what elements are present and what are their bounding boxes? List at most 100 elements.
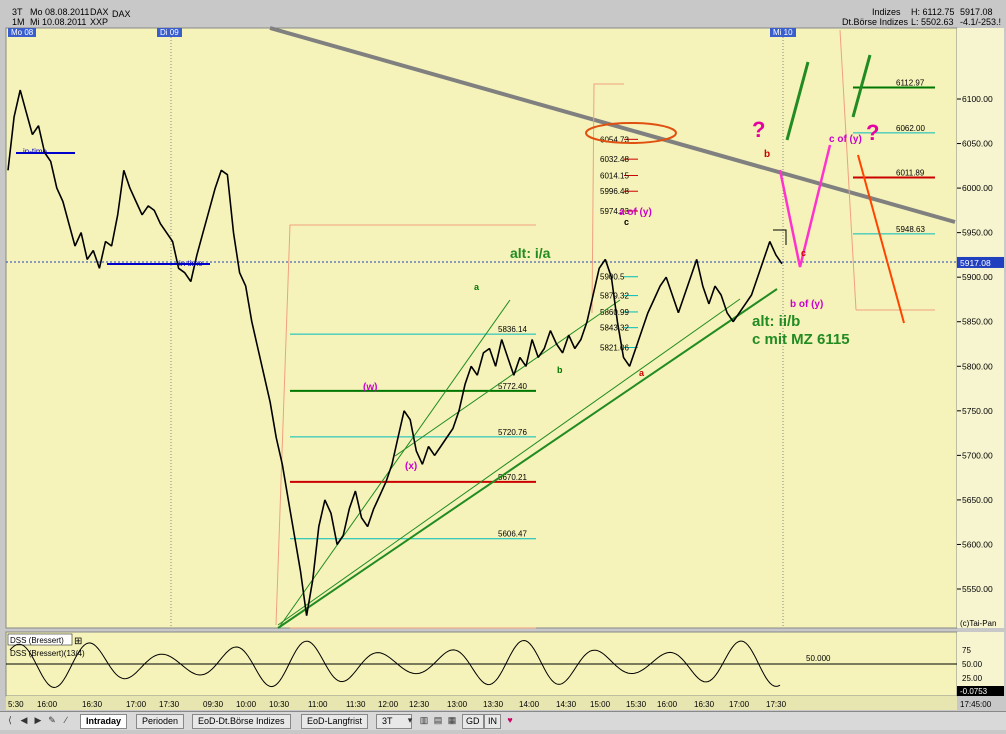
price-tick-label: 5800.00 xyxy=(962,361,993,371)
fib-label: 5974.23 xyxy=(600,207,629,216)
wave-label: c of (y) xyxy=(829,134,862,145)
projection-green-2 xyxy=(851,54,872,118)
time-tick-label: 17:30 xyxy=(159,700,180,709)
time-tick-label: 17:00 xyxy=(126,700,147,709)
time-tick-label: 5:30 xyxy=(8,700,24,709)
price-tick-label: 5850.00 xyxy=(962,317,993,327)
level-label: 5772.40 xyxy=(498,382,527,391)
indicator-axis-background xyxy=(957,632,1004,696)
fib-label: 5821.06 xyxy=(600,344,629,353)
index-group: Indizes xyxy=(872,7,901,17)
wave-label: (x) xyxy=(405,461,417,472)
day-tag-di: Di 09 xyxy=(157,28,182,37)
fib-tool-icon[interactable]: ∕ xyxy=(65,715,67,725)
price-series-line xyxy=(7,89,783,616)
wave-label: b of (y) xyxy=(790,299,823,310)
high-value: H: 6112.75 xyxy=(911,7,955,17)
credit-label: (c)Tai-Pan xyxy=(960,619,996,628)
tab-perioden[interactable]: Perioden xyxy=(136,714,185,729)
nav-first-icon[interactable]: ⟨ xyxy=(8,715,12,725)
price-tick-label: 5900.00 xyxy=(962,272,993,282)
projection-green-1 xyxy=(785,61,810,141)
time-tick-label: 14:30 xyxy=(556,700,577,709)
in-button[interactable]: IN xyxy=(484,714,501,729)
time-tick-label: 12:00 xyxy=(378,700,399,709)
wave-label: c xyxy=(801,248,806,258)
date-to: Mi 10.08.2011 xyxy=(30,17,87,27)
current-price-tag xyxy=(957,256,1004,268)
wave-label: c xyxy=(624,217,629,227)
time-tick-label: 12:30 xyxy=(409,700,430,709)
tab-intraday[interactable]: Intraday xyxy=(80,714,128,729)
projection-orange xyxy=(857,154,905,324)
time-tick-label: 16:00 xyxy=(657,700,678,709)
drawing-tool-icon[interactable]: ✎ xyxy=(48,715,56,725)
instrument-name: DAX xyxy=(112,9,131,19)
indicator-axis-label: 25.00 xyxy=(962,674,983,683)
projection-magenta xyxy=(778,144,832,268)
fib-frame-far xyxy=(839,29,857,311)
time-tick-label: 16:30 xyxy=(82,700,103,709)
price-tick-label: 5750.00 xyxy=(962,406,993,416)
chevron-down-icon[interactable]: ▾ xyxy=(407,715,413,725)
time-tick-label: 09:30 xyxy=(203,700,224,709)
plot-background xyxy=(5,27,958,629)
scroll-left-icon[interactable]: ◀ xyxy=(20,715,28,725)
scroll-right-icon[interactable]: ▶ xyxy=(34,715,42,725)
support-trendline-2 xyxy=(277,298,741,626)
period-label-2: 1M xyxy=(12,17,25,27)
wave-label: a xyxy=(474,282,480,292)
time-tick-label: 16:00 xyxy=(37,700,58,709)
symbol-2: XXP xyxy=(90,17,109,27)
annotation-text: alt: ii/b xyxy=(752,313,800,330)
time-tick-label: 15:00 xyxy=(590,700,611,709)
level-label: 5606.47 xyxy=(498,530,527,539)
symbol-1: DAX xyxy=(90,7,109,17)
time-tick-label: 11:30 xyxy=(346,700,366,709)
fib-label: 5860.99 xyxy=(600,308,629,317)
indicator-params: DSS (Bressert)(13/4) xyxy=(10,649,85,658)
tab-eod-boerse-indizes[interactable]: EoD-Dt.Börse Indizes xyxy=(192,714,291,729)
indicator-level-label: 50.000 xyxy=(806,654,831,663)
indicator-name: DSS (Bressert) xyxy=(10,636,64,645)
support-trendline-4 xyxy=(394,299,621,457)
exchange-name: Dt.Börse Indizes xyxy=(842,17,909,27)
clock-label: 17:45:00 xyxy=(960,700,992,709)
price-tick-label: 5650.00 xyxy=(962,495,993,505)
low-value: L: 5502.63 xyxy=(911,17,954,27)
level-label: 5836.14 xyxy=(498,325,527,334)
level-label: 6062.00 xyxy=(896,124,925,133)
toolbar-icon-3[interactable]: ▦ xyxy=(447,715,457,725)
wave-label: b xyxy=(557,365,563,375)
gd-button[interactable]: GD xyxy=(462,714,484,729)
price-tick-label: 5700.00 xyxy=(962,450,993,460)
heart-icon[interactable]: ♥ xyxy=(507,715,513,725)
fib-label: 5900.5 xyxy=(600,273,625,282)
fib-frame-left xyxy=(275,224,536,626)
time-tick-label: 13:00 xyxy=(447,700,468,709)
tab-eod-langfrist[interactable]: EoD-Langfrist xyxy=(301,714,369,729)
fib-label: 6032.48 xyxy=(600,155,629,164)
time-axis-background xyxy=(6,696,957,710)
time-tick-label: 11:00 xyxy=(308,700,328,709)
indicator-last-label: -0.0753 xyxy=(960,687,988,696)
last-value: 5917.08 xyxy=(960,7,993,17)
current-price-label: 5917.08 xyxy=(960,258,991,268)
wave-label: a of (y) xyxy=(619,207,652,218)
level-label: 6011.89 xyxy=(896,168,925,177)
time-tick-label: 17:30 xyxy=(766,700,787,709)
support-trendline-main xyxy=(277,288,778,629)
time-tick-label: 14:00 xyxy=(519,700,540,709)
time-tick-label: 10:00 xyxy=(236,700,257,709)
highlight-ellipse xyxy=(585,122,677,144)
toolbar-icon-1[interactable]: ▥ xyxy=(419,715,429,725)
time-tick-label: 10:30 xyxy=(269,700,290,709)
indicator-last-tag xyxy=(957,686,1004,696)
price-tick-label: 6100.00 xyxy=(962,94,993,104)
fib-label: 5996.48 xyxy=(600,187,629,196)
wave-label: b xyxy=(764,149,770,160)
annotation-text: alt: i/a xyxy=(510,245,551,261)
toolbar-icon-2[interactable]: ▤ xyxy=(433,715,443,725)
annotation-text: in-time xyxy=(23,147,48,156)
